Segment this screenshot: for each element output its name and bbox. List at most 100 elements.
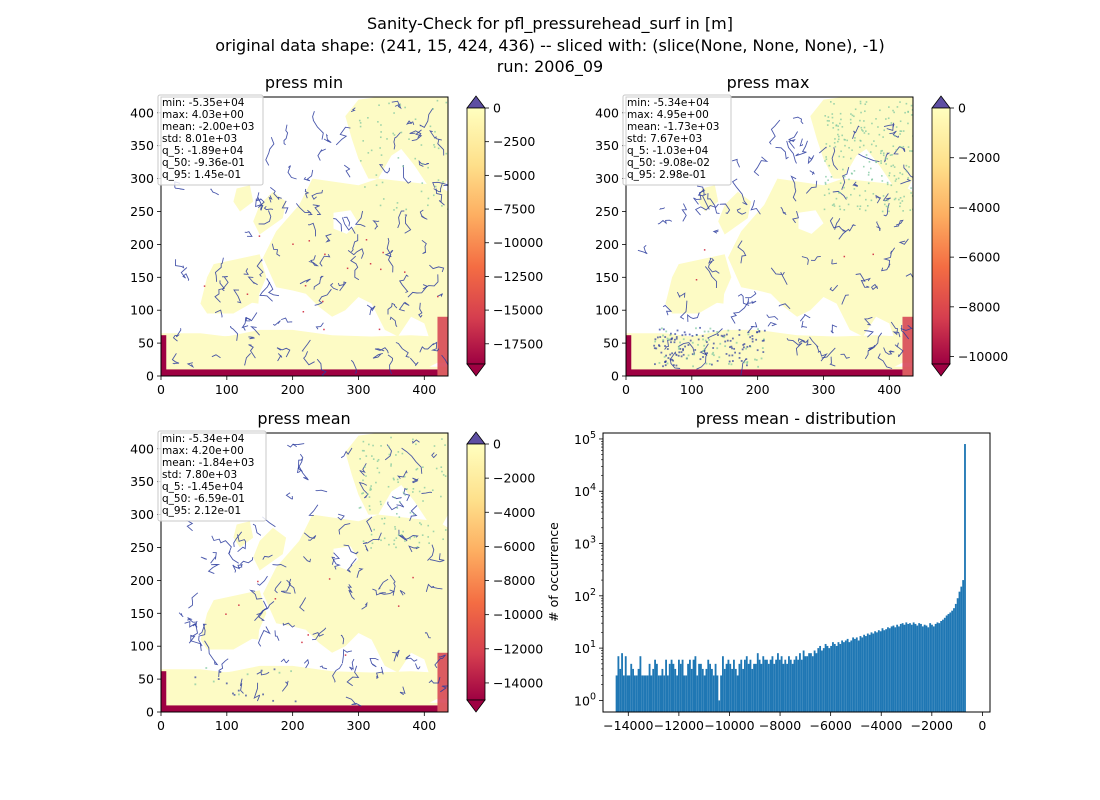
histogram-bar [872,633,875,712]
y-tick-label: 150 [595,270,619,285]
y-tick-label: 400 [130,441,154,456]
plot-frame [160,96,449,377]
histogram-bar [824,643,827,712]
histogram-bar [733,659,735,712]
histogram-bar [934,623,937,712]
colorbar-gradient [931,107,951,365]
y-tick-label: 104 [574,482,596,499]
histogram-bar [810,653,812,712]
y-axis: 0 50 100 150 200 250 300 350 400 [130,105,161,384]
histogram-bar [738,663,741,712]
colorbar-tick-label: −2500 [493,134,535,149]
y-axis-label: # of occurrence [546,522,561,622]
histogram-bar [879,631,882,712]
y-axis: 0 50 100 150 200 250 300 350 400 [595,105,626,384]
histogram-bar [898,626,900,712]
histogram-bar [657,675,660,712]
histogram-bar [828,648,831,712]
histogram-bar [676,675,678,712]
stats-box: min: -5.34e+04 max: 4.95e+00 mean: -1.73… [622,94,732,186]
colorbar-ticks: 0 −2000 −4000 −6000 −8000 −10000 −12000 −14000 [485,437,543,690]
histogram-bar [766,659,768,712]
y-tick-label: 300 [130,507,154,522]
histogram-bar [756,653,759,712]
histogram-bar [916,625,919,712]
histogram-bar [861,637,864,712]
stats-box: min: -5.35e+04 max: 4.03e+00 mean: -2.00… [157,94,264,186]
histogram-bar [877,630,880,712]
y-tick-label: 50 [138,336,154,351]
colorbar-under-arrow [466,699,486,713]
plot-frame [602,432,991,713]
stat-q50: q_50: -9.36e-01 [162,157,245,169]
histogram-bar [863,634,866,712]
histogram-bar [841,640,844,712]
colorbar-tick-label: −12500 [493,269,543,284]
histogram-bar [712,675,715,712]
colorbar: 0 −2000 −4000 −6000 −8000 −10000 −12000 −14000 [466,431,543,713]
histogram-bar [668,663,671,712]
panel-press-max: press max 0 100 200 300 400 0 50 100 150 200 250 3… [595,73,1008,397]
colorbar-tick-label: −8000 [958,299,1000,314]
histogram-bar [793,659,796,712]
histogram-bar [929,623,932,712]
histogram-bar [786,663,789,712]
histogram-bar [962,580,965,712]
histogram-bar [698,663,700,712]
colorbar-tick-label: −7500 [493,202,535,217]
x-tick-label: −8000 [759,718,801,733]
histogram-bar [628,675,631,712]
histogram-bar [951,610,954,712]
histogram-bar [921,626,924,712]
histogram-bar [832,642,834,712]
x-tick-label: −6000 [809,718,851,733]
histogram-bar [646,675,649,712]
histogram-bar [802,650,805,712]
histogram-bar [925,625,928,712]
stat-max: max: 4.03e+00 [162,109,244,121]
histogram-bar [956,598,959,712]
histogram-bars [615,444,966,712]
histogram-bar [736,675,739,712]
histogram-bar [771,656,774,712]
y-tick-label: 200 [130,573,154,588]
histogram-bar [920,623,922,712]
histogram-bar [661,668,664,712]
histogram-bar [789,659,792,712]
histogram-bar [905,622,908,712]
panel-press-mean-distribution: press mean - distribution −14000 −12000 −1… [546,409,991,733]
x-tick-label: 200 [746,382,770,397]
histogram-bar [874,631,877,712]
histogram-bar [690,668,693,712]
y-tick-label: 400 [595,105,619,120]
stats-box: min: -5.34e+04 max: 4.20e+00 mean: -1.84… [157,430,267,522]
figure-title-line-2: original data shape: (241, 15, 424, 436)… [215,36,885,55]
histogram-bar [942,619,944,712]
histogram-bar [701,668,704,712]
histogram-bar [932,626,935,712]
histogram-bar [740,659,743,712]
histogram-bar [648,663,651,712]
histogram-bar [718,700,721,712]
histogram-bar [745,656,748,712]
histogram-bar [843,642,845,712]
panel-title: press mean - distribution [696,409,896,428]
x-tick-label: 300 [347,718,371,733]
histogram-bar [883,630,886,712]
figure-title-line-3: run: 2006_09 [497,57,603,77]
histogram-bar [778,659,781,712]
histogram-bar [960,586,963,712]
histogram-bar [844,640,847,712]
histogram-bar [615,675,618,712]
histogram-bar [936,622,939,712]
histogram-bar [804,656,807,712]
histogram-bar [637,668,640,712]
histogram-bar [903,624,906,712]
histogram-bar [811,656,814,712]
panel-title: press mean [257,409,350,428]
colorbar-tick-label: −2000 [493,471,535,486]
colorbar-tick-label: −6000 [958,250,1000,265]
histogram-bar [826,645,829,712]
stat-std: std: 7.67e+03 [627,133,702,145]
colorbar-tick-label: −10000 [493,235,543,250]
